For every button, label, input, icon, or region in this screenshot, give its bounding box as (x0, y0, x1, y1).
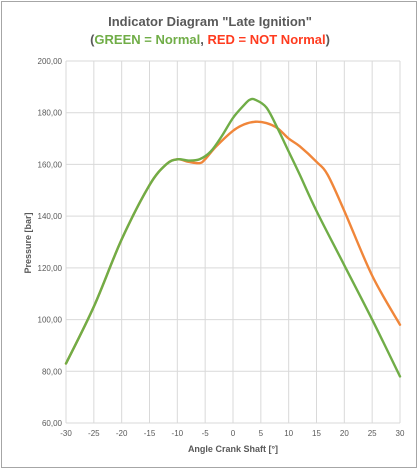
subtitle-open: ( (90, 32, 95, 47)
x-tick-label: 10 (284, 429, 293, 438)
series-lines (64, 97, 402, 378)
subtitle-green-label: GREEN = Normal (94, 32, 201, 47)
y-tick-label: 180,00 (38, 109, 63, 118)
y-tick-label: 100,00 (38, 316, 63, 325)
chart-title: Indicator Diagram "Late Ignition" (108, 14, 312, 29)
x-tick-label: 5 (259, 429, 264, 438)
x-tick-label: -30 (60, 429, 72, 438)
y-axis-label: Pressure [bar] (23, 212, 33, 273)
y-tick-label: 120,00 (38, 264, 63, 273)
x-tick-label: -25 (88, 429, 100, 438)
x-tick-label: 0 (231, 429, 236, 438)
tick-labels: -30 -25 -20 -15 -10 -5 0 5 10 15 20 25 30 60,00 80,00 1… (38, 57, 405, 438)
x-tick-label: -20 (116, 429, 128, 438)
subtitle-close: ) (325, 32, 330, 47)
x-tick-label: 15 (312, 429, 321, 438)
x-tick-label: 30 (396, 429, 405, 438)
y-tick-label: 60,00 (42, 419, 63, 428)
y-tick-label: 160,00 (38, 160, 63, 169)
subtitle-separator: , (200, 32, 208, 47)
x-tick-label: -10 (172, 429, 184, 438)
y-tick-label: 80,00 (42, 367, 63, 376)
x-tick-label: -15 (144, 429, 156, 438)
x-axis-label: Angle Crank Shaft [°] (188, 444, 278, 454)
chart-subtitle: (GREEN = Normal, RED = NOT Normal) (0, 32, 420, 47)
series-line-normal (64, 97, 402, 378)
x-tick-label: 20 (340, 429, 349, 438)
grid (65, 60, 401, 424)
y-tick-label: 140,00 (38, 212, 63, 221)
subtitle-red-label: RED = NOT Normal (207, 32, 326, 47)
x-tick-label: 25 (368, 429, 377, 438)
y-tick-label: 200,00 (38, 57, 63, 66)
x-tick-label: -5 (202, 429, 210, 438)
